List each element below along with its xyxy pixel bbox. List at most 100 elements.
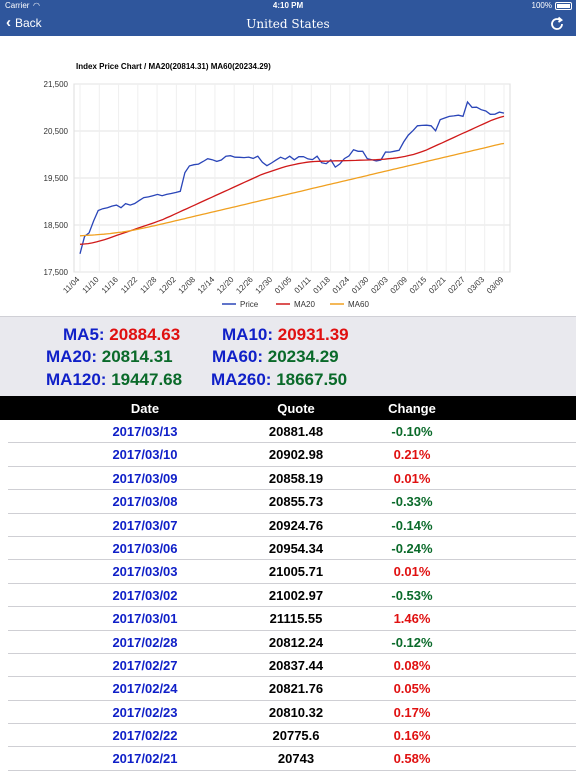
table-row[interactable]: 2017/02/28 20812.24 -0.12% bbox=[8, 631, 576, 654]
table-row[interactable]: 2017/03/06 20954.34 -0.24% bbox=[8, 537, 576, 561]
page-title: United States bbox=[246, 17, 330, 31]
row-date: 2017/02/22 bbox=[112, 728, 178, 744]
row-quote: 21002.97 bbox=[268, 587, 324, 603]
table-header: Date Quote Change bbox=[0, 396, 576, 420]
row-quote: 20743 bbox=[277, 751, 315, 767]
row-quote: 20954.34 bbox=[268, 540, 324, 556]
ma-ma5: MA5: 20884.63 bbox=[63, 325, 180, 345]
row-change: -0.14% bbox=[391, 517, 433, 533]
ma-label: MA20: bbox=[46, 347, 102, 366]
battery-icon bbox=[555, 2, 572, 10]
header-quote: Quote bbox=[277, 401, 315, 416]
ma-value: 20814.31 bbox=[101, 347, 173, 366]
row-date: 2017/03/09 bbox=[112, 470, 178, 486]
row-date: 2017/03/08 bbox=[112, 494, 178, 510]
x-tick-label: 01/24 bbox=[331, 275, 352, 296]
x-tick-label: 01/18 bbox=[311, 275, 332, 296]
row-change: 0.17% bbox=[393, 704, 431, 720]
ma-value: 18667.50 bbox=[276, 370, 348, 389]
row-change: 0.58% bbox=[393, 751, 431, 767]
x-tick-label: 12/20 bbox=[215, 275, 236, 296]
row-change: -0.53% bbox=[391, 587, 433, 603]
table-row[interactable]: 2017/03/02 21002.97 -0.53% bbox=[8, 584, 576, 608]
y-tick-label: 20,500 bbox=[44, 127, 69, 136]
ma-ma10: MA10: 20931.39 bbox=[222, 325, 349, 345]
table-row[interactable]: 2017/02/23 20810.32 0.17% bbox=[8, 701, 576, 725]
table-row[interactable]: 2017/02/22 20775.6 0.16% bbox=[8, 724, 576, 748]
ma-value: 19447.68 bbox=[111, 370, 183, 389]
row-date: 2017/02/27 bbox=[112, 657, 178, 673]
header-change: Change bbox=[388, 401, 436, 416]
legend-label: MA20 bbox=[294, 300, 315, 309]
table-row[interactable]: 2017/02/27 20837.44 0.08% bbox=[8, 654, 576, 678]
series-line-price bbox=[79, 100, 505, 254]
x-tick-label: 11/22 bbox=[119, 275, 139, 295]
row-change: 1.46% bbox=[393, 611, 431, 627]
row-date: 2017/02/23 bbox=[112, 704, 178, 720]
x-tick-label: 02/03 bbox=[369, 275, 390, 296]
x-tick-label: 01/11 bbox=[293, 275, 313, 295]
row-change: 0.01% bbox=[393, 564, 431, 580]
table-row[interactable]: 2017/02/21 20743 0.58% bbox=[8, 747, 576, 771]
row-quote: 20855.73 bbox=[268, 494, 324, 510]
y-tick-label: 19,500 bbox=[44, 174, 69, 183]
legend-label: Price bbox=[240, 300, 259, 309]
table-row[interactable]: 2017/03/03 21005.71 0.01% bbox=[8, 560, 576, 584]
battery-percent: 100% bbox=[531, 1, 552, 10]
row-quote: 20924.76 bbox=[268, 517, 324, 533]
x-tick-label: 01/30 bbox=[350, 275, 371, 296]
row-quote: 20881.48 bbox=[268, 424, 324, 439]
row-change: 0.21% bbox=[393, 447, 431, 463]
x-tick-label: 02/27 bbox=[446, 275, 467, 296]
x-tick-label: 11/16 bbox=[100, 275, 120, 295]
legend-label: MA60 bbox=[348, 300, 369, 309]
ma-label: MA120: bbox=[46, 370, 112, 389]
status-bar: Carrier ◠ 4:10 PM 100% bbox=[0, 0, 576, 12]
back-button[interactable]: ‹ Back bbox=[6, 15, 42, 30]
ma-ma60: MA60: 20234.29 bbox=[212, 347, 339, 367]
x-tick-label: 02/15 bbox=[408, 275, 429, 296]
x-tick-label: 03/03 bbox=[466, 275, 487, 296]
row-date: 2017/03/13 bbox=[112, 424, 178, 439]
x-tick-label: 03/09 bbox=[485, 275, 506, 296]
series-line-ma20 bbox=[79, 115, 505, 245]
table-row[interactable]: 2017/02/24 20821.76 0.05% bbox=[8, 677, 576, 701]
x-tick-label: 11/04 bbox=[61, 275, 81, 295]
series-line-ma60 bbox=[79, 142, 505, 237]
moving-average-panel: MA5: 20884.63 MA10: 20931.39 MA20: 20814.3… bbox=[0, 316, 576, 396]
x-tick-label: 02/09 bbox=[389, 275, 410, 296]
table-row[interactable]: 2017/03/10 20902.98 0.21% bbox=[8, 443, 576, 467]
row-date: 2017/02/21 bbox=[112, 751, 178, 767]
x-tick-label: 11/10 bbox=[81, 275, 101, 295]
row-date: 2017/03/06 bbox=[112, 540, 178, 556]
table-row[interactable]: 2017/03/08 20855.73 -0.33% bbox=[8, 490, 576, 514]
table-row[interactable]: 2017/03/09 20858.19 0.01% bbox=[8, 467, 576, 491]
row-date: 2017/03/03 bbox=[112, 564, 178, 580]
ma-label: MA10: bbox=[222, 325, 278, 344]
chart-svg: Index Price Chart / MA20(20814.31) MA60(… bbox=[44, 62, 511, 309]
table-row[interactable]: 2017/03/01 21115.55 1.46% bbox=[8, 607, 576, 631]
table-row[interactable]: 2017/03/07 20924.76 -0.14% bbox=[8, 514, 576, 537]
table-row[interactable]: 2017/03/13 20881.48 -0.10% bbox=[8, 420, 576, 444]
row-quote: 21005.71 bbox=[268, 564, 324, 580]
chart-title: Index Price Chart / MA20(20814.31) MA60(… bbox=[76, 62, 271, 71]
row-change: 0.05% bbox=[393, 681, 431, 697]
carrier-label: Carrier bbox=[5, 1, 30, 10]
x-tick-label: 12/02 bbox=[157, 275, 178, 296]
x-tick-label: 12/08 bbox=[177, 275, 198, 296]
row-quote: 20858.19 bbox=[268, 470, 324, 486]
quote-table: 2017/03/13 20881.48 -0.10% 2017/03/10 20902.… bbox=[0, 420, 576, 771]
x-tick-label: 01/05 bbox=[273, 275, 294, 296]
back-label: Back bbox=[15, 16, 42, 30]
row-change: -0.24% bbox=[391, 540, 433, 556]
row-change: -0.33% bbox=[391, 494, 433, 510]
ma-ma20: MA20: 20814.31 bbox=[46, 347, 173, 367]
row-quote: 20821.76 bbox=[268, 681, 324, 697]
ma-value: 20234.29 bbox=[267, 347, 339, 366]
x-tick-label: 12/30 bbox=[254, 275, 275, 296]
row-date: 2017/03/07 bbox=[112, 517, 178, 533]
row-quote: 20812.24 bbox=[268, 634, 324, 650]
refresh-icon[interactable] bbox=[548, 15, 566, 33]
ma-label: MA260: bbox=[211, 370, 277, 389]
ma-ma260: MA260: 18667.50 bbox=[211, 370, 347, 390]
